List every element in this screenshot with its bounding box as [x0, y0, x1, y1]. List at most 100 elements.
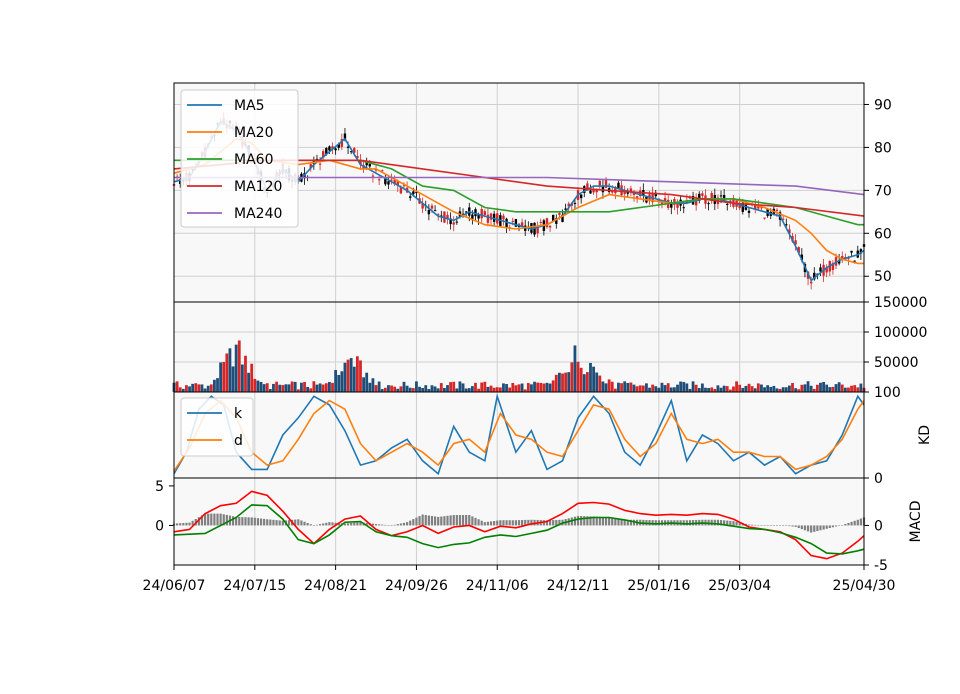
candle-body — [514, 219, 518, 227]
volume-bar — [216, 378, 219, 392]
macd-hist-bar — [819, 525, 822, 531]
candle-body — [710, 193, 713, 201]
kd-axis-label: KD — [917, 425, 933, 445]
volume-bar — [554, 374, 558, 392]
volume-bar — [517, 384, 521, 392]
volume-bar — [396, 388, 400, 392]
macd-hist-bar — [396, 524, 399, 526]
macd-hist-bar — [263, 518, 266, 526]
volume-bar — [275, 381, 278, 392]
volume-bar — [750, 386, 754, 392]
volume-bar — [352, 366, 356, 392]
candle-body — [536, 226, 539, 234]
macd-hist-bar — [418, 516, 421, 526]
macd-hist-bar — [312, 525, 315, 526]
candle-body — [682, 207, 685, 209]
legend-label-ma240: MA240 — [234, 206, 282, 222]
volume-bar — [732, 386, 735, 392]
macd-hist-bar — [623, 519, 626, 526]
volume-bar — [775, 388, 779, 392]
candle-body — [670, 202, 673, 208]
volume-bar — [800, 384, 804, 392]
macd-hist-bar — [294, 519, 297, 526]
volume-bar — [418, 386, 421, 392]
volume-bar — [815, 384, 819, 392]
volume-bar — [380, 389, 384, 392]
macd-hist-bar — [654, 520, 657, 526]
volume-bar — [837, 382, 841, 392]
price-y-tick-label: 70 — [874, 183, 892, 199]
volume-bar — [483, 381, 487, 392]
volume-bar — [253, 378, 257, 392]
candle-body — [831, 262, 835, 271]
volume-bar — [753, 388, 757, 392]
macd-hist-bar — [393, 524, 396, 526]
volume-bar — [545, 382, 549, 392]
candle-body — [617, 182, 620, 189]
candle-body — [598, 180, 602, 186]
candle-body — [399, 186, 403, 194]
volume-bar — [228, 348, 232, 392]
macd-hist-bar — [816, 525, 819, 532]
macd-right-tick-label: 0 — [874, 518, 883, 534]
volume-bar — [337, 374, 341, 392]
volume-bar — [368, 382, 372, 392]
candle-body — [387, 181, 390, 185]
legend-label-ma5: MA5 — [234, 98, 265, 114]
macd-hist-bar — [225, 514, 228, 526]
volume-bar — [620, 383, 623, 392]
volume-bar — [623, 381, 627, 392]
volume-bar — [443, 388, 446, 392]
candle-body — [390, 179, 393, 181]
volume-bar — [592, 366, 595, 392]
candle-body — [551, 214, 555, 222]
candle-body — [813, 272, 816, 280]
macd-hist-bar — [446, 515, 449, 526]
candle-body — [381, 170, 384, 172]
macd-hist-bar — [517, 520, 521, 526]
candle-body — [471, 214, 474, 219]
macd-hist-bar — [657, 520, 660, 526]
macd-hist-bar — [185, 522, 188, 526]
volume-bar — [558, 372, 561, 392]
volume-bar — [694, 384, 698, 392]
macd-hist-bar — [850, 521, 853, 526]
candle-body — [623, 190, 626, 195]
candle-body — [589, 190, 592, 194]
volume-bar — [561, 373, 564, 392]
candle-body — [440, 215, 443, 217]
macd-hist-bar — [682, 520, 685, 526]
volume-bar — [843, 387, 847, 392]
volume-bar — [834, 384, 838, 392]
macd-hist-bar — [197, 517, 200, 526]
macd-hist-bar — [359, 522, 362, 526]
macd-hist-bar — [461, 515, 465, 526]
volume-bar — [405, 385, 409, 392]
candle-body — [343, 133, 347, 140]
volume-bar — [237, 340, 241, 392]
kd-legend: kd — [180, 397, 254, 457]
volume-bar — [247, 372, 250, 392]
candle-body — [722, 195, 726, 201]
macd-hist-bar — [499, 520, 502, 526]
macd-hist-bar — [620, 519, 623, 526]
candle-body — [356, 155, 359, 159]
x-axis-tick-label: 24/12/11 — [547, 578, 610, 594]
volume-bar — [806, 381, 810, 392]
candle-body — [449, 218, 452, 225]
macd-hist-bar — [325, 522, 328, 526]
macd-hist-bar — [838, 525, 841, 526]
volume-bar — [256, 380, 260, 392]
macd-hist-bar — [760, 525, 763, 526]
candle-body — [430, 205, 434, 209]
macd-hist-bar — [859, 518, 862, 526]
candle-body — [396, 180, 399, 186]
x-axis-tick-label: 24/08/21 — [304, 578, 367, 594]
candle-body — [558, 212, 561, 215]
volume-bar — [766, 385, 770, 392]
candle-body — [433, 210, 437, 212]
candle-body — [794, 240, 797, 245]
candle-body — [841, 256, 844, 259]
macd-hist-bar — [471, 516, 474, 526]
macd-hist-bar — [542, 520, 545, 526]
